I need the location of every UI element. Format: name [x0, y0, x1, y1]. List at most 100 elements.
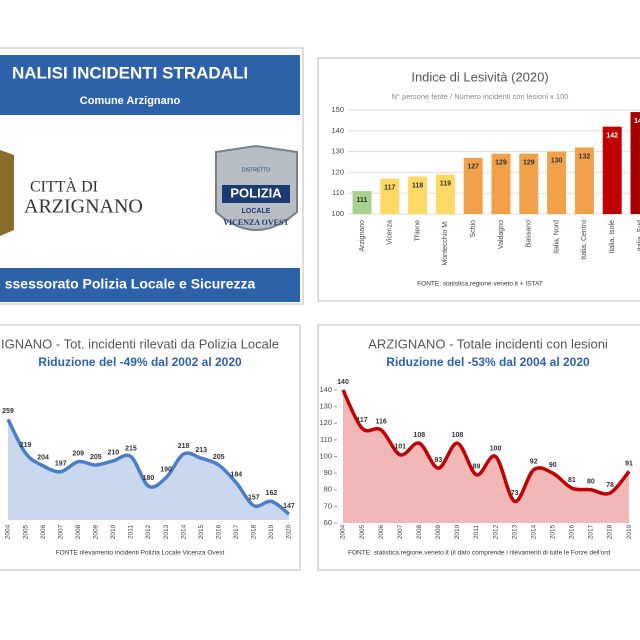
data-label: 180	[143, 475, 155, 482]
data-label: 157	[248, 494, 260, 501]
data-label: 129	[523, 160, 535, 167]
data-label: 93	[434, 457, 442, 464]
y-tick-label: 150	[331, 105, 344, 114]
x-tick-label: 2014	[180, 524, 187, 539]
data-label: 116	[375, 419, 386, 426]
y-tick-label: 100	[319, 451, 332, 460]
data-label: 73	[511, 490, 519, 497]
data-label: 218	[178, 443, 190, 450]
bar	[519, 153, 539, 214]
chart-title: Indice di Lesività (2020)	[411, 69, 548, 84]
data-label: 119	[440, 180, 451, 187]
x-tick-label: 2007	[397, 524, 404, 539]
y-tick-label: 110	[332, 188, 344, 197]
data-label: 205	[90, 454, 102, 461]
data-label: 140	[337, 379, 349, 386]
data-label: 213	[195, 447, 207, 454]
x-tick-label: Italia, Nord	[553, 220, 560, 254]
y-tick-label: 90	[324, 468, 332, 477]
x-tick-label: 2008	[416, 524, 423, 539]
x-tick-label: 2007	[57, 524, 64, 539]
source-note: FONTE rilevamento incidenti Polizia Loca…	[56, 550, 225, 557]
y-tick-label: 100	[331, 209, 344, 218]
data-label: 117	[356, 417, 367, 424]
city-name: ARZIGNANO	[24, 196, 143, 218]
bar	[408, 176, 428, 214]
x-tick-label: 2006	[378, 524, 385, 539]
x-tick-label: Vicenza	[387, 220, 394, 245]
data-label: 100	[490, 445, 502, 452]
x-tick-label: 2017	[588, 524, 595, 539]
data-label: 147	[283, 503, 295, 510]
x-tick-label: 2009	[93, 524, 100, 539]
x-tick-label: 2016	[215, 524, 222, 539]
bar	[547, 151, 567, 214]
footer-banner-text: ssessorato Polizia Locale e Sicurezza	[5, 276, 256, 292]
x-tick-label: 2011	[128, 525, 135, 539]
line	[6, 418, 291, 516]
x-tick-label: 2012	[492, 524, 499, 539]
data-label: 205	[213, 454, 225, 461]
data-label: 142	[606, 132, 618, 139]
data-label: 210	[108, 450, 120, 457]
data-label: 81	[568, 477, 576, 484]
data-label: 108	[452, 432, 464, 439]
x-tick-label: 2005	[22, 524, 29, 539]
x-tick-label: 2008	[75, 524, 82, 539]
x-tick-label: 2019	[626, 524, 633, 539]
source-note: FONTE: statistica.regione.veneto.it + IS…	[417, 281, 543, 288]
data-label: 92	[530, 459, 538, 466]
data-label: 111	[357, 197, 368, 204]
y-tick-label: 80	[324, 485, 332, 494]
data-label: 91	[625, 460, 633, 467]
data-label: 80	[587, 479, 595, 486]
data-label: 149	[634, 118, 640, 125]
data-label: 190	[160, 467, 172, 474]
data-label: 78	[606, 482, 614, 489]
data-label: 101	[394, 444, 406, 451]
area	[8, 419, 289, 520]
x-tick-label: 2017	[233, 524, 240, 539]
data-label: 204	[37, 455, 49, 462]
x-tick-label: 2004	[340, 524, 347, 539]
data-label: 130	[551, 157, 563, 164]
x-tick-label: Arzignano	[359, 220, 366, 252]
crest	[0, 150, 14, 236]
source-note: FONTE: statistica.regione.veneto.it (il …	[348, 550, 610, 557]
badge-top: DISTRETTO	[242, 167, 270, 173]
banner-subtitle: Comune Arzignano	[80, 95, 181, 107]
x-tick-label: 2010	[110, 524, 117, 539]
y-tick-label: 130	[331, 147, 344, 156]
x-tick-label: Thiene	[414, 220, 421, 242]
chart-title: ARZIGNANO - Totale incidenti con lesioni	[368, 336, 608, 351]
x-tick-label: 2012	[145, 524, 152, 539]
x-tick-label: 2010	[454, 524, 461, 539]
data-label: 259	[2, 408, 14, 415]
footer-banner	[0, 268, 300, 302]
x-tick-label: Valdagno	[498, 220, 505, 249]
y-tick-label: 60	[324, 518, 332, 527]
x-tick-label: 2009	[435, 524, 442, 539]
bar	[630, 112, 640, 214]
y-tick-label: 140	[319, 385, 332, 394]
chart-subtitle: Riduzione del -53% dal 2004 al 2020	[386, 355, 590, 369]
data-label: 118	[412, 182, 423, 189]
bar	[602, 126, 622, 214]
x-tick-label: 2015	[198, 524, 205, 539]
line	[341, 389, 631, 504]
x-tick-label: 2011	[473, 525, 480, 539]
y-tick-label: 130	[319, 402, 332, 411]
chart-panel	[0, 324, 301, 571]
bar	[491, 153, 511, 214]
y-tick-label: 70	[324, 501, 332, 510]
x-tick-label: 2019	[268, 524, 275, 539]
y-tick-label: 120	[319, 418, 332, 427]
chart-subtitle: Riduzione del -49% dal 2002 al 2020	[38, 355, 242, 369]
data-label: 127	[467, 164, 479, 171]
x-tick-label: 2014	[530, 524, 537, 539]
data-label: 197	[55, 461, 67, 468]
data-label: 162	[266, 490, 278, 497]
badge-line: LOCALE	[242, 208, 271, 215]
data-label: 108	[413, 432, 425, 439]
x-tick-label: Schio	[470, 220, 477, 238]
